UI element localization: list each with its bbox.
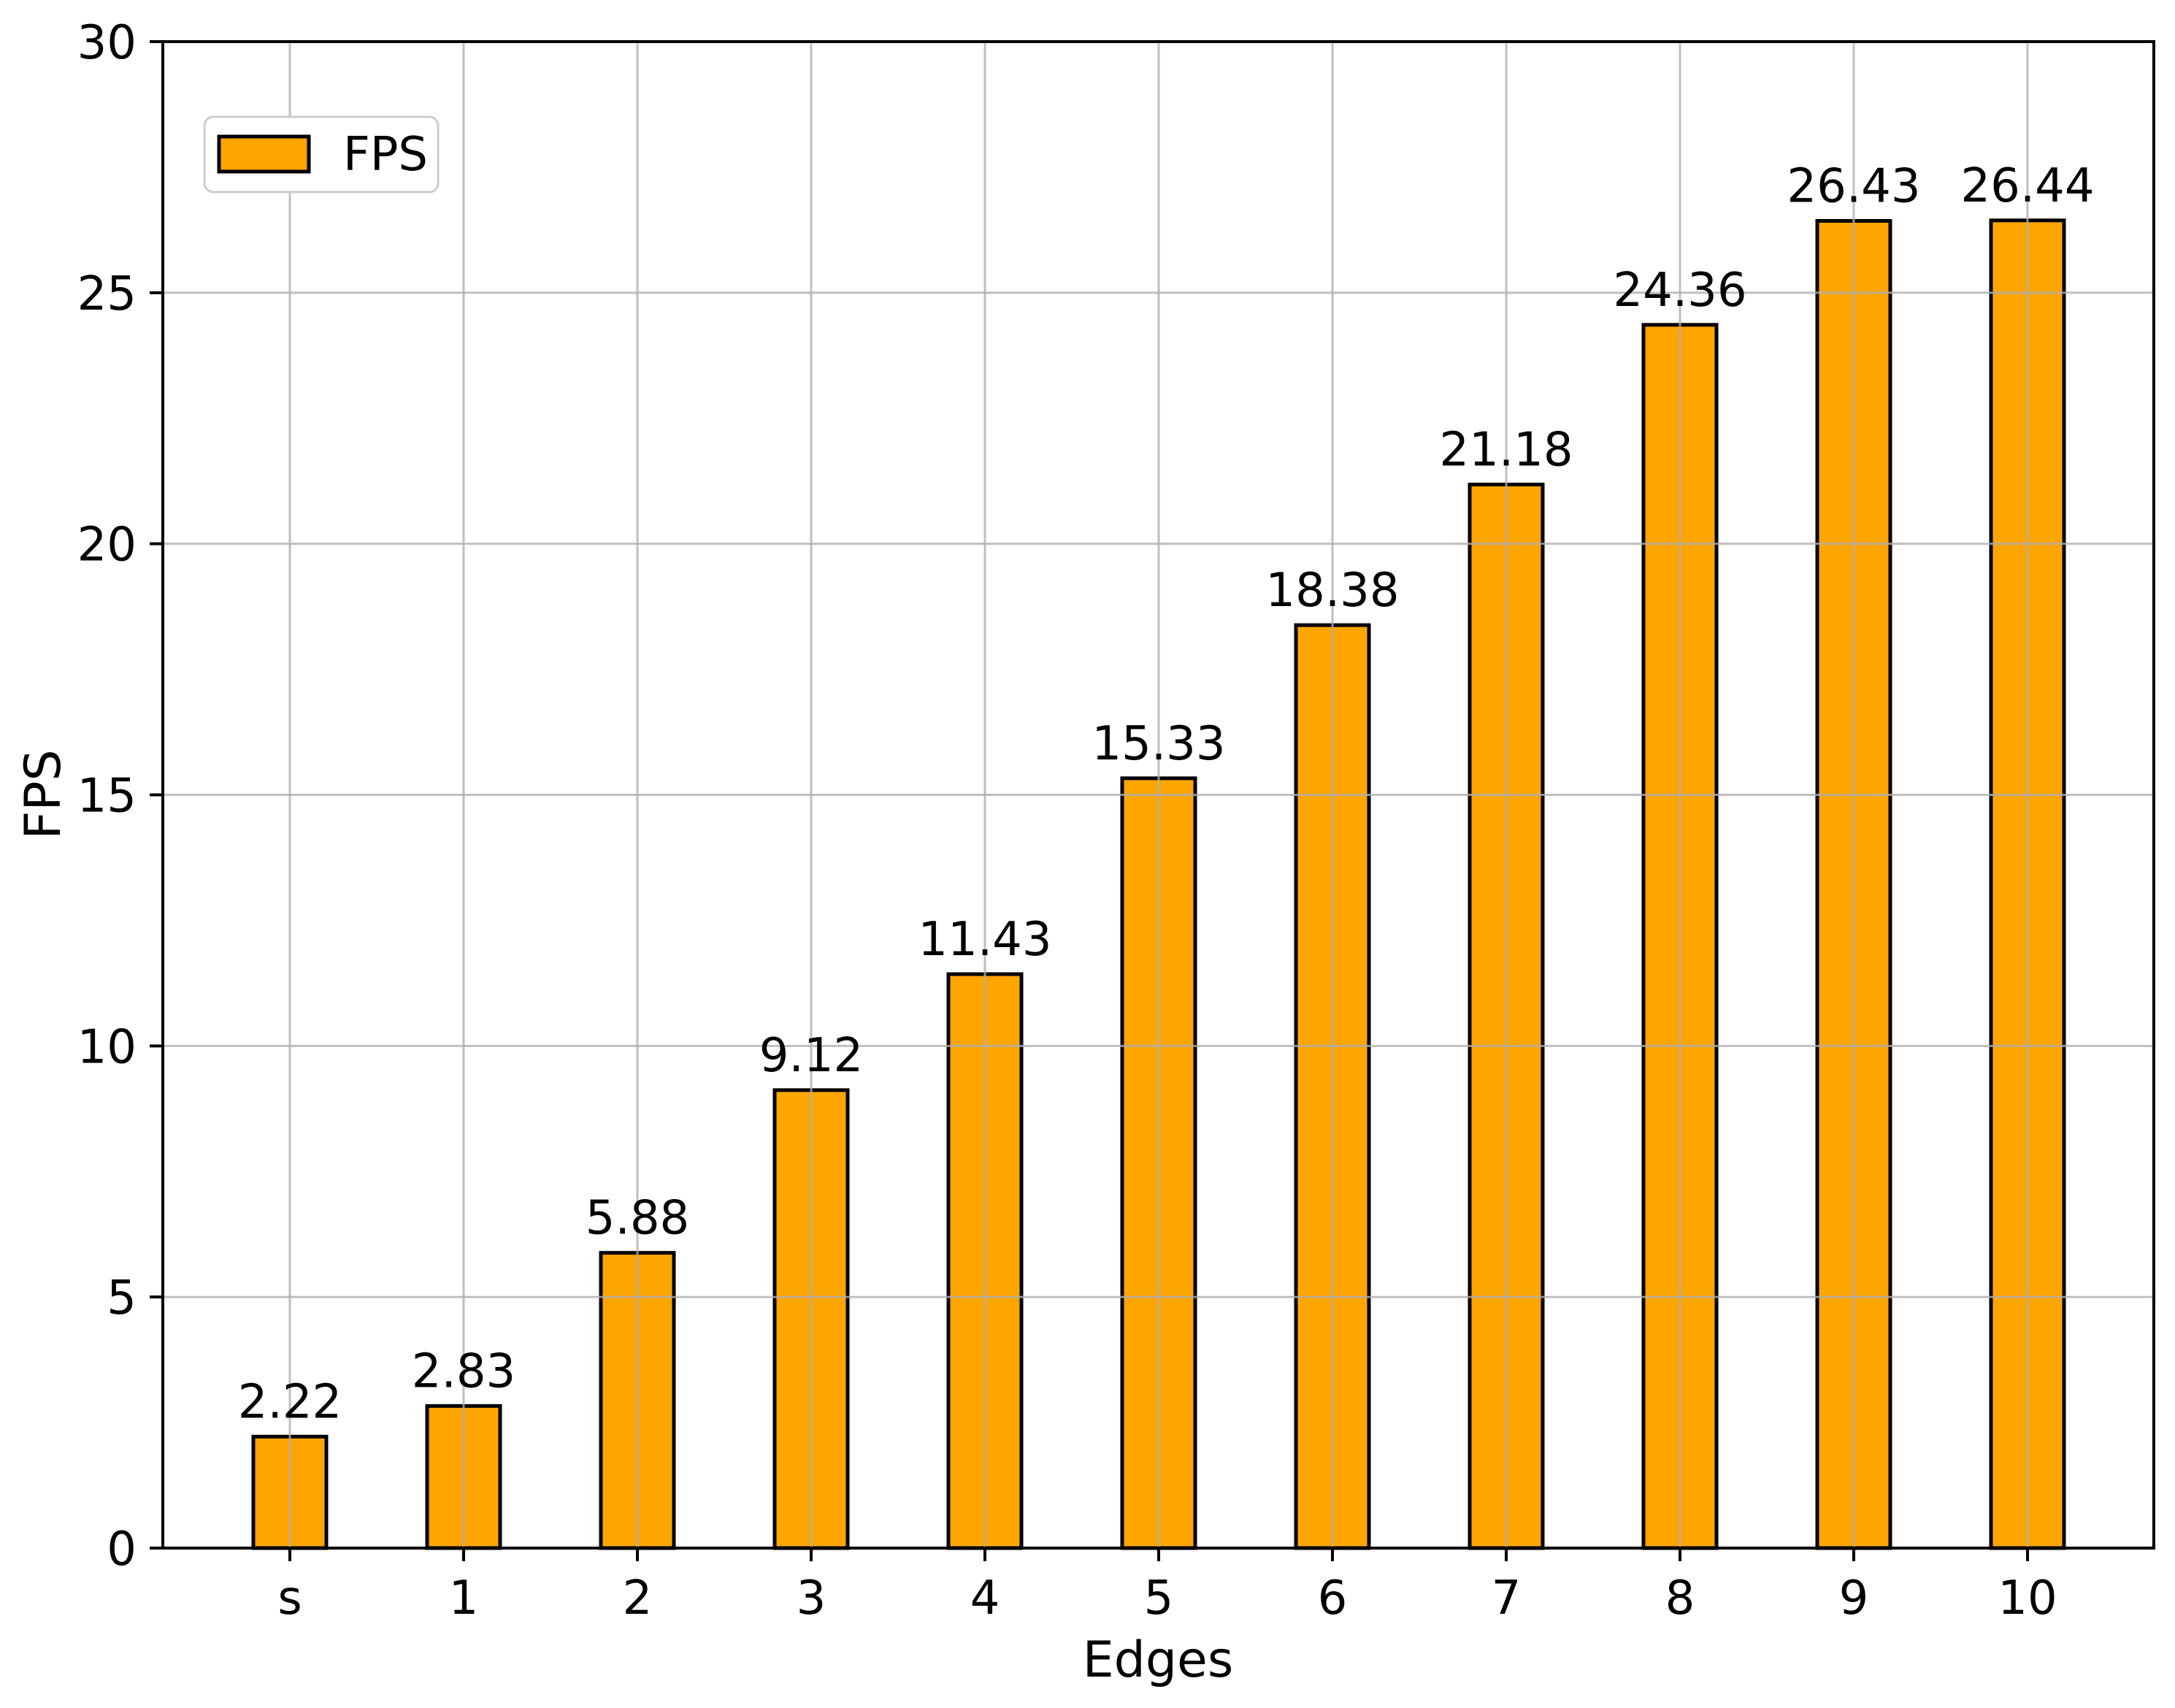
- legend-swatch: [217, 134, 311, 174]
- y-tick-label: 20: [77, 518, 137, 572]
- bar-value-label: 26.43: [1787, 159, 1920, 213]
- x-tick-label: 6: [1318, 1571, 1348, 1625]
- y-tick-label: 30: [77, 16, 137, 70]
- x-tick-label: 1: [449, 1571, 479, 1625]
- bar-value-label: 24.36: [1613, 264, 1746, 318]
- bar-value-label: 2.22: [238, 1375, 342, 1429]
- x-axis-title: Edges: [1083, 1631, 1234, 1689]
- x-tick-label: 7: [1492, 1571, 1522, 1625]
- labels-layer: 0 5 10 15 20 25 30 s 1 2 3 4 5 6 7 8 9 10 2.22 2.83 5.88 9.12…: [77, 16, 2095, 1625]
- y-tick-label: 25: [77, 267, 137, 321]
- x-tick-label: 9: [1839, 1571, 1869, 1625]
- x-tick-label: 8: [1665, 1571, 1695, 1625]
- x-tick-label: 4: [970, 1571, 1000, 1625]
- ticks-layer: [150, 40, 2029, 1561]
- bar-value-label: 21.18: [1439, 424, 1573, 478]
- bar-value-label: 2.83: [412, 1344, 516, 1398]
- grid-layer: [163, 40, 2154, 1550]
- y-tick-label: 10: [77, 1020, 137, 1074]
- y-axis-title: FPS: [15, 749, 72, 839]
- x-tick-label: 5: [1144, 1571, 1174, 1625]
- legend: FPS: [203, 115, 440, 194]
- bar-value-label: 15.33: [1092, 717, 1225, 771]
- x-tick-label: s: [277, 1571, 302, 1625]
- y-tick-label: 15: [77, 770, 137, 824]
- bar-value-label: 26.44: [1960, 159, 2094, 213]
- x-tick-label: 10: [1998, 1571, 2057, 1625]
- bar-value-label: 11.43: [918, 913, 1051, 967]
- x-tick-label: 3: [797, 1571, 826, 1625]
- y-tick-label: 0: [107, 1523, 137, 1577]
- legend-label: FPS: [343, 128, 428, 182]
- y-tick-label: 5: [107, 1271, 137, 1325]
- bar-value-label: 5.88: [586, 1192, 690, 1246]
- bar-value-label: 9.12: [759, 1029, 864, 1083]
- x-tick-label: 2: [623, 1571, 653, 1625]
- bar-value-label: 18.38: [1265, 564, 1399, 618]
